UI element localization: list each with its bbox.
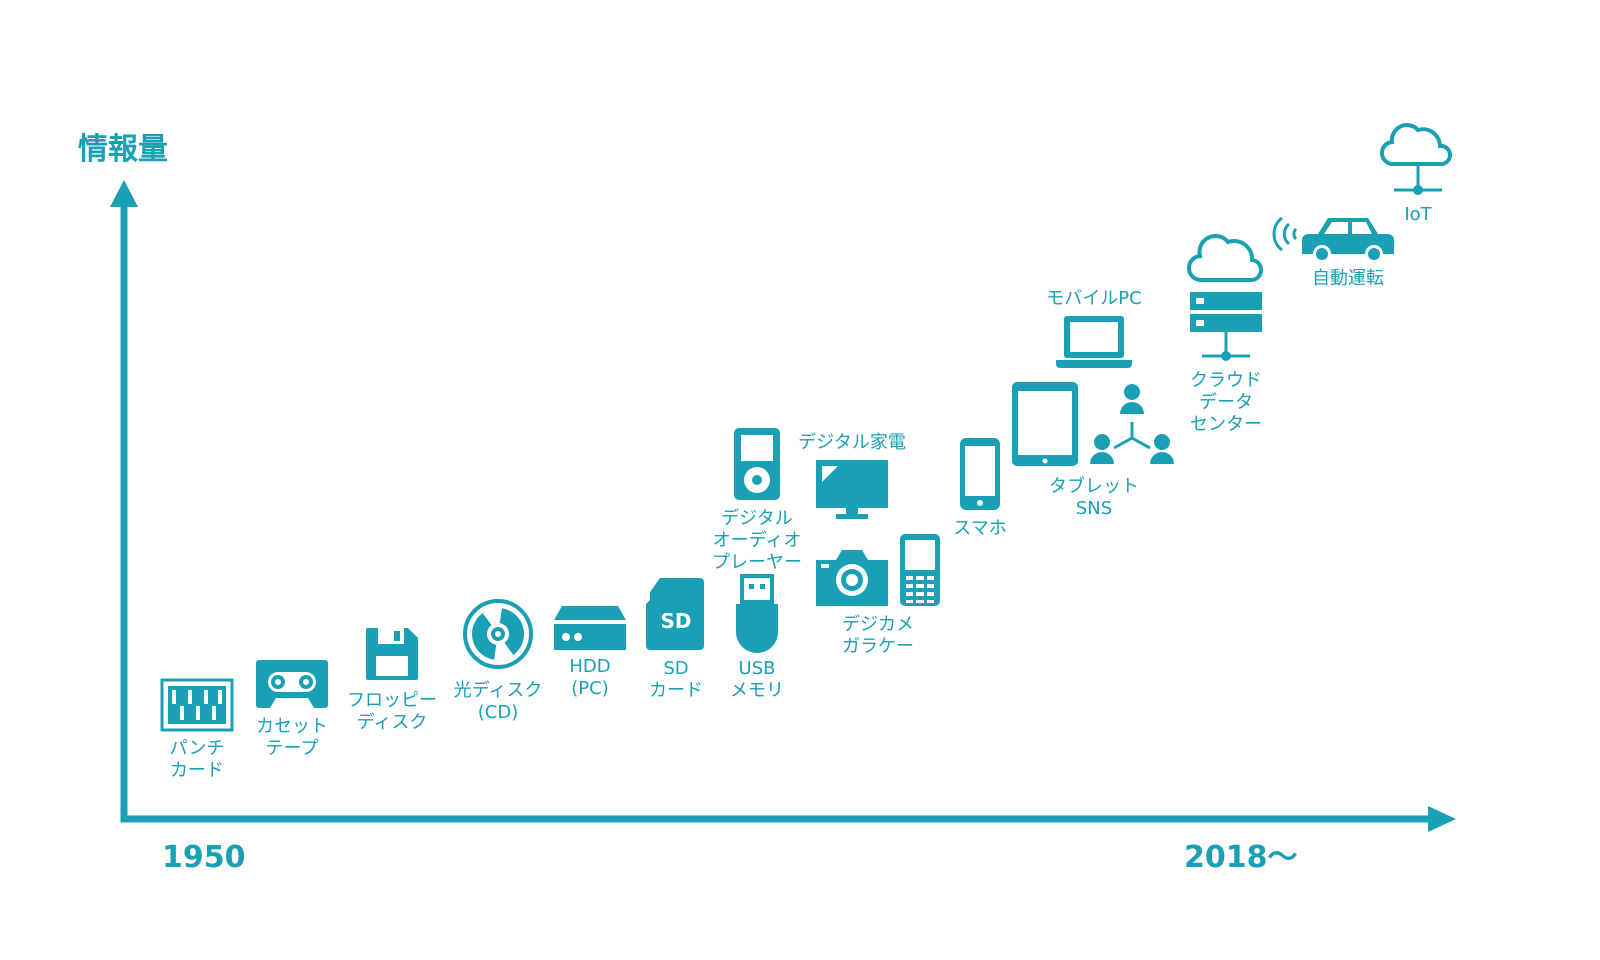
feature-phone-icon [900,534,940,606]
cloud-datacenter-label: クラウド データ センター [1190,370,1262,435]
y-axis-label: 情報量 [78,132,168,167]
digital-appliance-label: デジタル家電 [798,432,906,453]
usb-memory-label: USB メモリ [730,658,784,701]
hdd-icon [554,606,626,650]
audio-player-label: デジタル オーディオ プレーヤー [712,508,802,573]
optical-disc-label: 光ディスク (CD) [453,680,543,723]
autonomous-driving-label: 自動運転 [1312,268,1384,289]
punch-card-icon [160,678,234,732]
smartphone-label: スマホ [953,518,1007,539]
hdd-label: HDD (PC) [569,656,611,699]
iot-cloud-icon [1379,123,1452,195]
car-icon [1272,216,1394,263]
cassette-tape-icon [256,660,328,708]
sd-card-label: SD カード [649,658,703,701]
x-axis-arrow [1428,806,1456,832]
smartphone-icon [960,438,1000,510]
punch-card-label: パンチ カード [169,738,225,781]
x-axis-end-label: 2018〜 [1184,840,1298,875]
tablet-icon [1012,382,1078,466]
optical-disc-icon [463,599,533,669]
floppy-disk-icon [366,628,418,680]
audio-player-icon [734,428,780,500]
x-axis-start-label: 1950 [162,840,246,875]
camera-icon [816,550,888,606]
cassette-tape-label: カセット テープ [256,716,328,759]
usb-memory-icon [736,574,778,653]
cloud-server-icon [1187,234,1263,361]
floppy-disk-label: フロッピー ディスク [347,690,437,733]
monitor-icon [816,460,888,519]
mobile-pc-label: モバイルPC [1046,288,1142,309]
y-axis-arrow [110,180,138,207]
digicam-garake-label: デジカメ ガラケー [842,614,914,657]
sd-card-icon-text: SD [660,609,691,633]
sd-card-icon: SD [646,578,704,650]
laptop-icon [1056,316,1132,368]
sns-network-icon [1090,384,1174,464]
iot-label: IoT [1404,204,1432,225]
tablet-sns-label: タブレット SNS [1049,476,1139,519]
